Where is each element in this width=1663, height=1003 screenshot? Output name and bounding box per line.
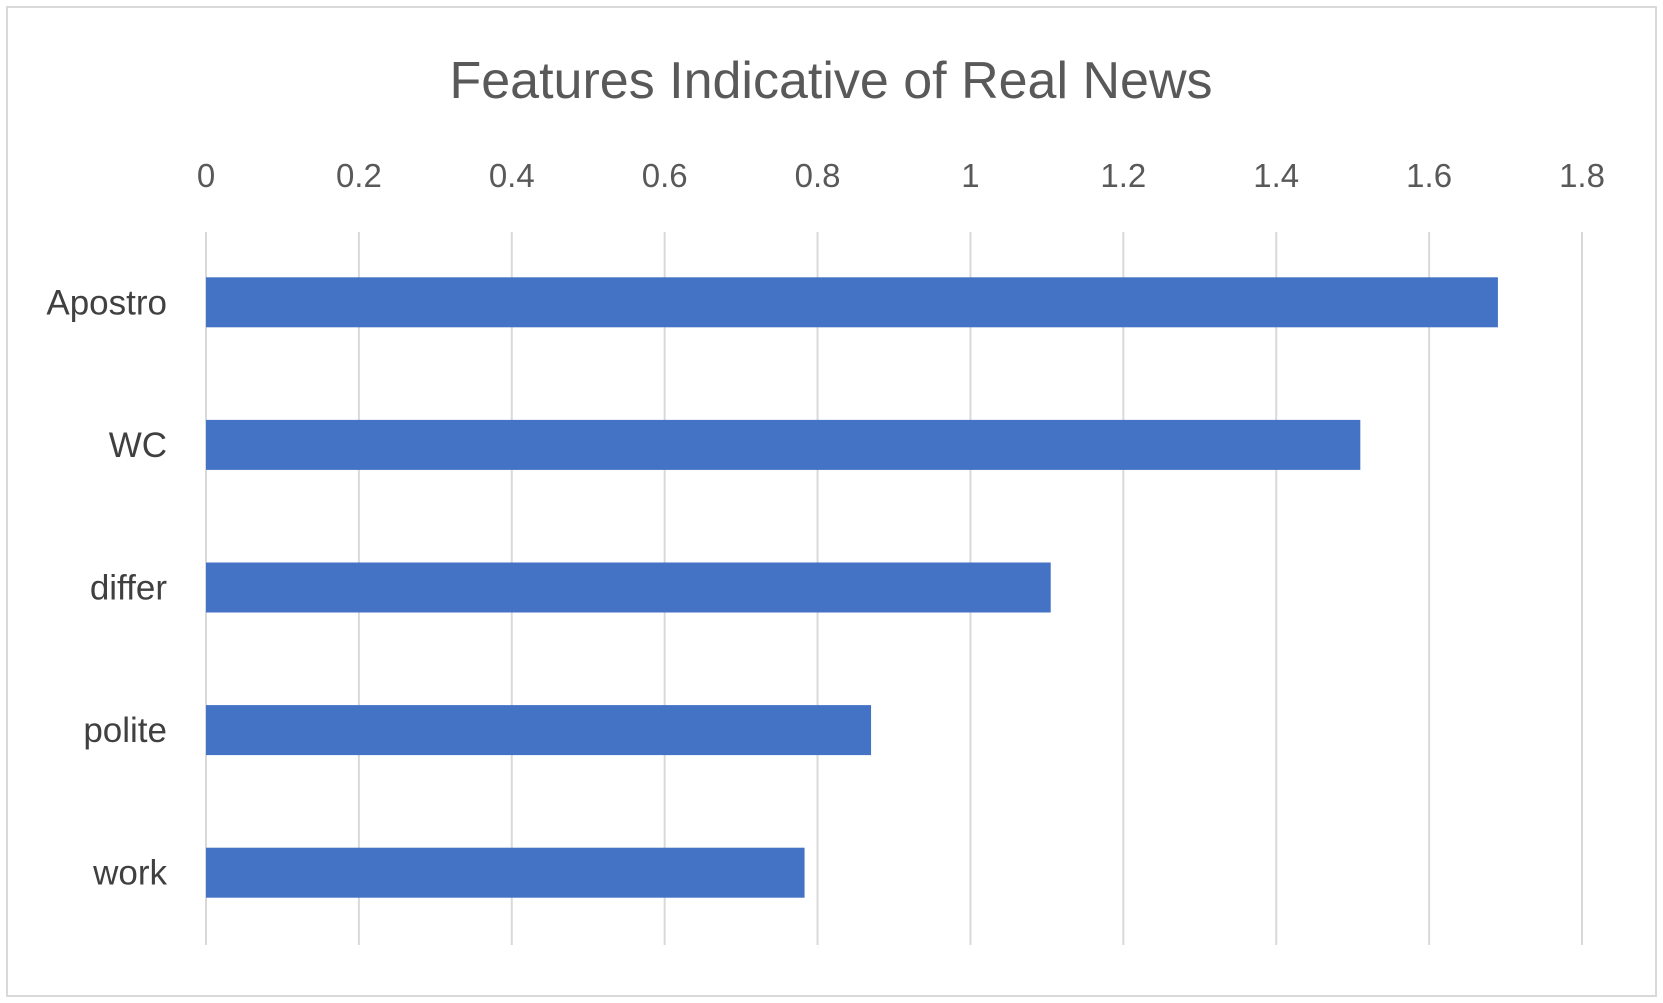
x-tick-label: 0 — [197, 157, 215, 194]
category-label: differ — [90, 569, 168, 608]
bar-apostro — [206, 277, 1498, 328]
x-tick-label: 1.4 — [1253, 157, 1299, 194]
x-tick-label: 0.2 — [336, 157, 382, 194]
category-label: Apostro — [46, 283, 167, 322]
bar-differ — [206, 562, 1051, 613]
category-label: polite — [83, 711, 167, 750]
category-label: work — [92, 854, 167, 893]
bar-work — [206, 847, 805, 898]
x-tick-label: 1.8 — [1559, 157, 1605, 194]
category-labels: Apostro WC differ polite work — [46, 283, 167, 892]
x-tick-label: 0.8 — [795, 157, 841, 194]
x-tick-label: 1.6 — [1406, 157, 1452, 194]
x-axis-tick-labels: 0 0.2 0.4 0.6 0.8 1 1.2 1.4 1.6 1.8 — [197, 157, 1605, 194]
bars — [206, 277, 1498, 898]
category-label: WC — [109, 426, 167, 465]
x-tick-label: 1.2 — [1100, 157, 1146, 194]
chart-frame — [6, 6, 1657, 997]
bar-wc — [206, 419, 1361, 470]
x-tick-label: 0.4 — [489, 157, 535, 194]
x-tick-label: 0.6 — [642, 157, 688, 194]
chart-title: Features Indicative of Real News — [449, 52, 1212, 110]
gridlines — [205, 232, 1583, 945]
x-tick-label: 1 — [961, 157, 979, 194]
bar-polite — [206, 705, 872, 756]
